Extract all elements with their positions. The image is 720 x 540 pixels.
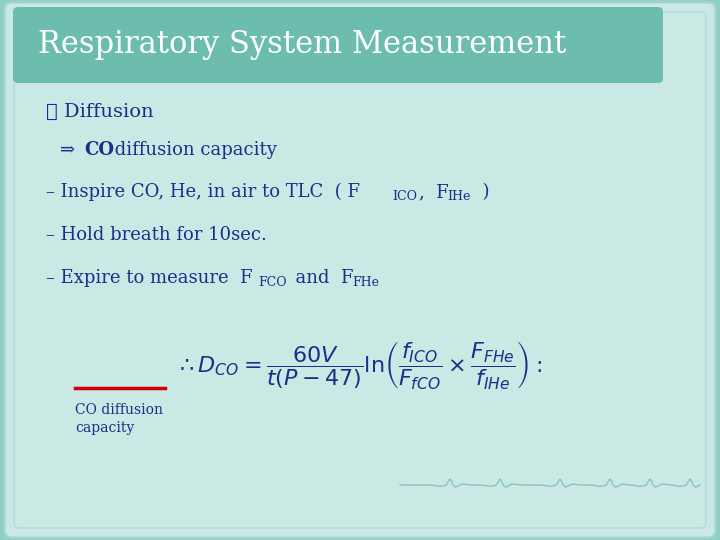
Text: IHe: IHe [447, 191, 470, 204]
Text: $\therefore D_{CO} = \dfrac{60V}{t(P-47)}\ln\!\left(\dfrac{f_{ICO}}{F_{fCO}} \ti: $\therefore D_{CO} = \dfrac{60V}{t(P-47)… [175, 339, 542, 391]
Text: FHe: FHe [352, 276, 379, 289]
Text: ⇒: ⇒ [60, 141, 81, 159]
Text: capacity: capacity [75, 421, 134, 435]
Text: FCO: FCO [258, 276, 287, 289]
Text: CO diffusion: CO diffusion [75, 403, 163, 417]
Text: ): ) [471, 183, 490, 201]
FancyBboxPatch shape [13, 7, 663, 83]
Text: – Hold breath for 10sec.: – Hold breath for 10sec. [46, 226, 267, 244]
FancyBboxPatch shape [4, 2, 716, 538]
Text: ICO: ICO [392, 191, 417, 204]
Text: and  F: and F [284, 269, 354, 287]
Text: CO: CO [84, 141, 114, 159]
Text: ,  F: , F [419, 183, 449, 201]
Text: – Expire to measure  F: – Expire to measure F [46, 269, 253, 287]
Text: ② Diffusion: ② Diffusion [46, 103, 153, 121]
Text: – Inspire CO, He, in air to TLC  ( F: – Inspire CO, He, in air to TLC ( F [46, 183, 360, 201]
Text: Respiratory System Measurement: Respiratory System Measurement [38, 30, 566, 60]
Text: diffusion capacity: diffusion capacity [109, 141, 277, 159]
